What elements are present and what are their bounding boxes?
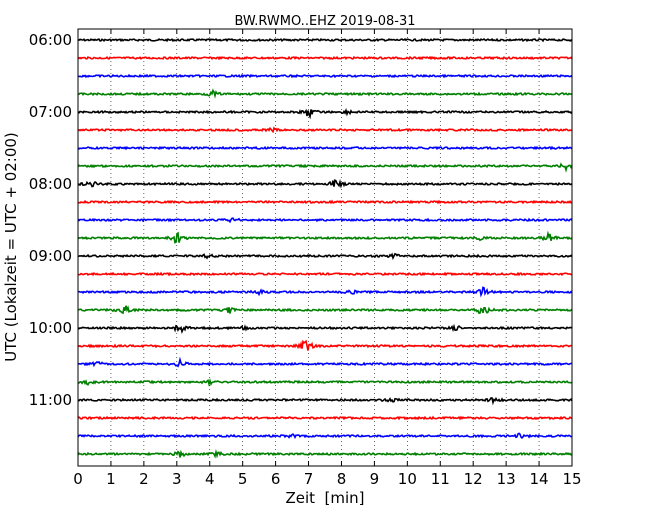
y-tick-label: 09:00 <box>29 247 72 265</box>
trace-row-19 <box>77 377 573 387</box>
trace-row-12 <box>77 252 573 261</box>
y-tick-label: 07:00 <box>29 103 72 121</box>
trace-row-8 <box>77 178 573 189</box>
trace-row-16 <box>77 323 573 334</box>
y-axis-label: UTC (Lokalzeit = UTC + 02:00) <box>2 132 20 362</box>
trace-row-9 <box>77 199 573 205</box>
trace-row-21 <box>77 415 573 421</box>
x-tick-label: 11 <box>431 470 450 488</box>
grid <box>110 29 540 466</box>
x-tick-label: 15 <box>562 470 581 488</box>
x-tick-label: 14 <box>530 470 549 488</box>
trace-row-18 <box>77 356 573 368</box>
y-tick-label: 11:00 <box>29 391 72 409</box>
trace-row-14 <box>77 286 573 298</box>
plot-frame <box>77 28 573 467</box>
trace-row-6 <box>77 145 573 151</box>
x-tick-label: 13 <box>497 470 516 488</box>
trace-row-3 <box>77 88 573 99</box>
x-axis: 0 1 2 3 4 5 6 7 8 9 10 11 12 13 14 15 <box>73 29 582 488</box>
trace-row-15 <box>77 305 573 315</box>
x-tick-label: 8 <box>337 470 347 488</box>
x-tick-label: 12 <box>464 470 483 488</box>
x-tick-label: 1 <box>106 470 116 488</box>
trace-row-20 <box>77 396 573 406</box>
x-tick-label: 2 <box>139 470 149 488</box>
x-tick-label: 9 <box>370 470 380 488</box>
y-axis: 06:00 07:00 08:00 09:00 10:00 11:00 <box>29 31 572 409</box>
x-tick-label: 5 <box>238 470 248 488</box>
trace-row-5 <box>77 126 573 134</box>
trace-row-10 <box>77 217 573 224</box>
x-tick-label: 6 <box>271 470 281 488</box>
trace-row-1 <box>77 55 573 61</box>
x-axis-label: Zeit [min] <box>285 489 364 507</box>
trace-row-11 <box>77 230 573 244</box>
trace-row-7 <box>77 162 573 173</box>
y-tick-label: 08:00 <box>29 175 72 193</box>
trace-row-17 <box>77 339 573 351</box>
x-tick-label: 7 <box>304 470 314 488</box>
y-tick-label: 06:00 <box>29 31 72 49</box>
chart-title: BW.RWMO..EHZ 2019-08-31 <box>234 14 415 29</box>
trace-row-23 <box>77 448 573 459</box>
trace-row-0 <box>77 37 573 43</box>
x-tick-label: 10 <box>398 470 417 488</box>
x-tick-label: 3 <box>172 470 182 488</box>
traces <box>77 37 573 459</box>
trace-row-4 <box>77 107 573 120</box>
x-tick-label: 0 <box>73 470 83 488</box>
trace-row-13 <box>77 271 573 277</box>
y-tick-label: 10:00 <box>29 319 72 337</box>
trace-row-2 <box>77 73 573 79</box>
x-tick-label: 4 <box>205 470 215 488</box>
trace-row-22 <box>77 432 573 440</box>
